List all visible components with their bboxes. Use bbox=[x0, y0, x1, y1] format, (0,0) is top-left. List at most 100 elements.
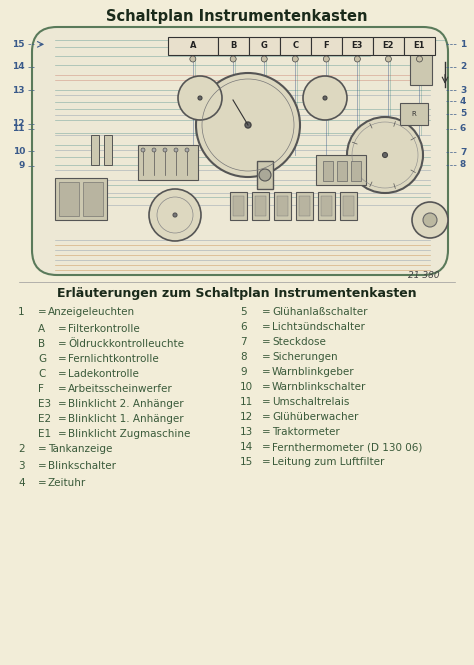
Text: Filterkontrolle: Filterkontrolle bbox=[68, 324, 140, 334]
Text: Leitung zum Luftfilter: Leitung zum Luftfilter bbox=[272, 457, 384, 467]
Text: 5: 5 bbox=[460, 109, 466, 118]
Text: =: = bbox=[58, 324, 67, 334]
Bar bbox=[280, 37, 311, 55]
Text: 12: 12 bbox=[240, 412, 253, 422]
Circle shape bbox=[178, 76, 222, 120]
Text: =: = bbox=[262, 412, 271, 422]
Text: E2: E2 bbox=[383, 41, 394, 51]
Circle shape bbox=[385, 56, 392, 62]
Text: 5: 5 bbox=[240, 307, 246, 317]
Text: =: = bbox=[38, 478, 47, 488]
Bar bbox=[400, 103, 428, 125]
Text: =: = bbox=[58, 429, 67, 439]
Text: F: F bbox=[38, 384, 44, 394]
Text: E1: E1 bbox=[414, 41, 425, 51]
Text: =: = bbox=[262, 307, 271, 317]
Text: 15: 15 bbox=[240, 457, 253, 467]
Text: 11: 11 bbox=[240, 397, 253, 407]
Text: Fernthermometer (D 130 06): Fernthermometer (D 130 06) bbox=[272, 442, 422, 452]
Bar bbox=[299, 196, 310, 216]
Text: B: B bbox=[230, 41, 237, 51]
Text: Traktormeter: Traktormeter bbox=[272, 427, 340, 437]
Bar bbox=[316, 155, 366, 185]
Circle shape bbox=[323, 56, 329, 62]
Text: 7: 7 bbox=[240, 337, 246, 347]
Circle shape bbox=[412, 202, 448, 238]
Text: Fernlichtkontrolle: Fernlichtkontrolle bbox=[68, 354, 159, 364]
Text: 10: 10 bbox=[13, 146, 25, 156]
Text: =: = bbox=[262, 427, 271, 437]
Circle shape bbox=[323, 96, 327, 100]
Text: =: = bbox=[262, 442, 271, 452]
Bar bbox=[257, 161, 273, 189]
Text: Ladekontrolle: Ladekontrolle bbox=[68, 369, 139, 379]
Text: =: = bbox=[58, 339, 67, 349]
Text: 15: 15 bbox=[12, 40, 25, 49]
Text: Blinklicht 2. Anhänger: Blinklicht 2. Anhänger bbox=[68, 399, 183, 409]
Text: C: C bbox=[38, 369, 46, 379]
Bar bbox=[252, 192, 269, 220]
Text: 10: 10 bbox=[240, 382, 253, 392]
Circle shape bbox=[245, 122, 251, 128]
Text: =: = bbox=[58, 414, 67, 424]
Text: =: = bbox=[38, 444, 47, 454]
Text: =: = bbox=[58, 384, 67, 394]
Text: 9: 9 bbox=[18, 162, 25, 170]
Text: A: A bbox=[190, 41, 196, 51]
Text: =: = bbox=[58, 354, 67, 364]
Text: 13: 13 bbox=[12, 86, 25, 94]
Circle shape bbox=[190, 56, 196, 62]
Text: Warnblinkgeber: Warnblinkgeber bbox=[272, 367, 355, 377]
Text: Arbeitsscheinwerfer: Arbeitsscheinwerfer bbox=[68, 384, 173, 394]
Text: =: = bbox=[262, 397, 271, 407]
Bar bbox=[168, 37, 218, 55]
Circle shape bbox=[383, 152, 388, 158]
Text: 7: 7 bbox=[460, 148, 466, 157]
Text: B: B bbox=[38, 339, 45, 349]
Bar bbox=[296, 192, 313, 220]
Text: A: A bbox=[38, 324, 45, 334]
Circle shape bbox=[259, 169, 271, 181]
Text: 8: 8 bbox=[240, 352, 246, 362]
Text: =: = bbox=[58, 369, 67, 379]
Text: Blinklicht 1. Anhänger: Blinklicht 1. Anhänger bbox=[68, 414, 183, 424]
Text: Schaltplan Instrumentenkasten: Schaltplan Instrumentenkasten bbox=[106, 9, 368, 24]
Text: F: F bbox=[324, 41, 329, 51]
Text: 3: 3 bbox=[18, 461, 25, 471]
Bar bbox=[91, 135, 99, 165]
Circle shape bbox=[196, 73, 300, 177]
Text: G: G bbox=[38, 354, 46, 364]
Text: Lichtзündschalter: Lichtзündschalter bbox=[272, 322, 365, 332]
Circle shape bbox=[261, 56, 267, 62]
Text: =: = bbox=[58, 399, 67, 409]
Text: 8: 8 bbox=[460, 160, 466, 169]
Text: 1: 1 bbox=[460, 40, 466, 49]
Circle shape bbox=[152, 148, 156, 152]
Bar bbox=[138, 145, 198, 180]
Bar bbox=[274, 192, 291, 220]
Bar bbox=[410, 43, 432, 85]
Bar bbox=[311, 37, 342, 55]
Circle shape bbox=[173, 213, 177, 217]
Text: Erläuterungen zum Schaltplan Instrumentenkasten: Erläuterungen zum Schaltplan Instrumente… bbox=[57, 287, 417, 300]
Text: 4: 4 bbox=[18, 478, 25, 488]
Bar bbox=[233, 196, 244, 216]
Bar bbox=[351, 161, 361, 181]
Circle shape bbox=[303, 76, 347, 120]
Text: 6: 6 bbox=[460, 124, 466, 133]
Text: 3: 3 bbox=[460, 86, 466, 94]
Bar bbox=[404, 37, 435, 55]
Bar bbox=[218, 37, 249, 55]
Circle shape bbox=[149, 189, 201, 241]
Bar bbox=[59, 182, 79, 216]
Bar bbox=[323, 161, 333, 181]
Text: E2: E2 bbox=[38, 414, 51, 424]
Text: Öldruckkontrolleuchte: Öldruckkontrolleuchte bbox=[68, 339, 184, 349]
Text: Steckdose: Steckdose bbox=[272, 337, 326, 347]
Text: 11: 11 bbox=[12, 124, 25, 133]
Bar bbox=[104, 135, 112, 165]
Text: =: = bbox=[262, 457, 271, 467]
Circle shape bbox=[423, 213, 437, 227]
Circle shape bbox=[141, 148, 145, 152]
Bar bbox=[340, 192, 357, 220]
